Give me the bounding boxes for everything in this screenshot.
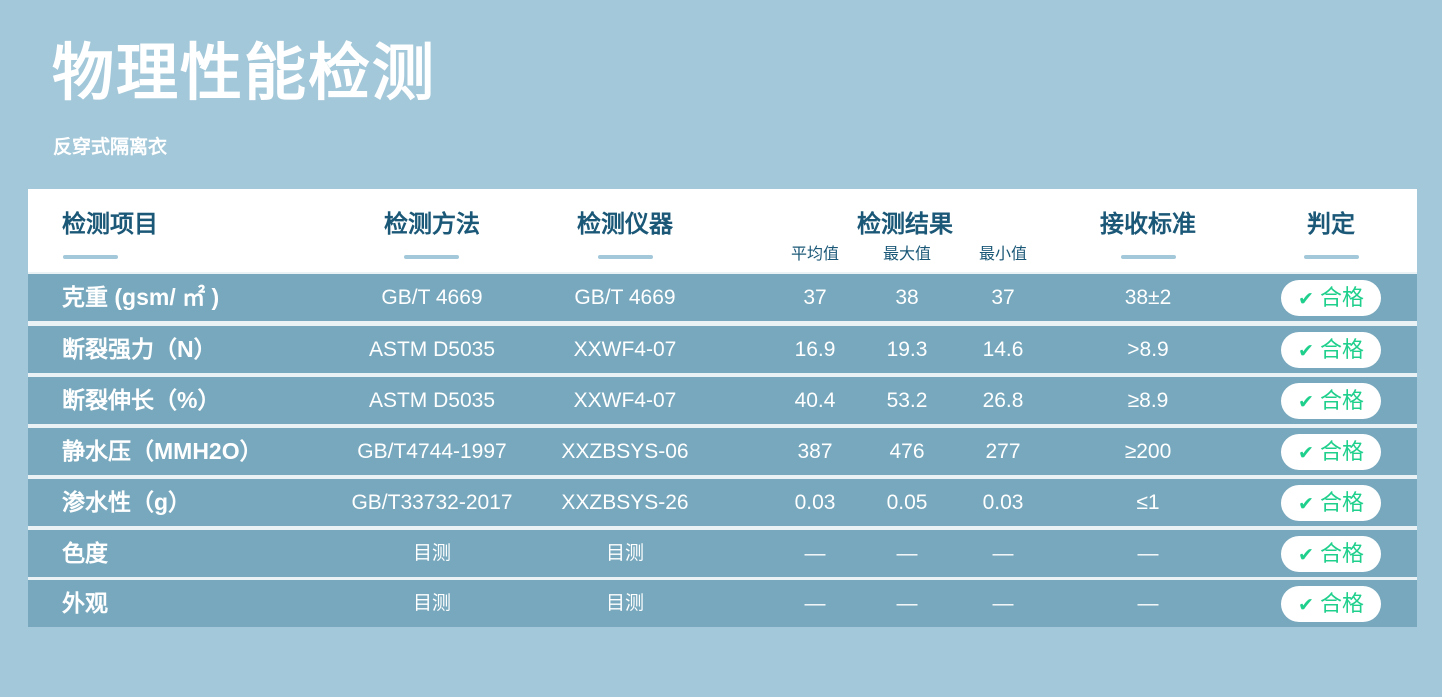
cell-item: 断裂强力（N）: [62, 336, 217, 362]
table-row: 渗水性（g） GB/T33732-2017 XXZBSYS-26 0.03 0.05 0.…: [28, 479, 1417, 526]
cell-avg: 16.9: [794, 338, 836, 361]
verdict-badge: ✔ 合格: [1281, 332, 1381, 368]
header-underline: [404, 255, 459, 259]
cell-max: —: [896, 542, 918, 565]
cell-min: 0.03: [982, 491, 1024, 514]
check-icon: ✔: [1298, 289, 1314, 310]
cell-standard: ≥8.9: [1127, 389, 1169, 412]
cell-avg: 40.4: [794, 389, 836, 412]
header-standard: 接收标准: [1100, 211, 1196, 238]
cell-method: 目测: [412, 593, 451, 614]
cell-standard: —: [1137, 542, 1159, 565]
cell-standard: —: [1137, 592, 1159, 615]
cell-instrument: GB/T 4669: [574, 286, 676, 309]
cell-max: 53.2: [886, 389, 928, 412]
cell-min: —: [992, 542, 1014, 565]
cell-method: ASTM D5035: [368, 338, 496, 361]
cell-min: 14.6: [982, 338, 1024, 361]
cell-instrument: XXWF4-07: [573, 338, 677, 361]
header-result: 检测结果: [857, 211, 953, 238]
cell-standard: >8.9: [1127, 338, 1169, 361]
header-underline: [63, 255, 118, 259]
check-icon: ✔: [1298, 595, 1314, 616]
cell-standard: ≤1: [1136, 491, 1160, 514]
table-row: 断裂伸长（%） ASTM D5035 XXWF4-07 40.4 53.2 26.8 ≥8.…: [28, 377, 1417, 424]
table-row: 外观 目测 目测 — — — — ✔ 合格: [28, 580, 1417, 627]
cell-method: GB/T4744-1997: [357, 440, 507, 463]
cell-method: ASTM D5035: [368, 389, 496, 412]
table-row: 断裂强力（N） ASTM D5035 XXWF4-07 16.9 19.3 14.6 >8.…: [28, 326, 1417, 373]
verdict-label: 合格: [1319, 285, 1364, 310]
verdict-badge: ✔ 合格: [1281, 383, 1381, 419]
header-instrument: 检测仪器: [577, 211, 673, 238]
header-max: 最大值: [882, 246, 931, 263]
verdict-label: 合格: [1319, 490, 1364, 515]
header-method: 检测方法: [384, 211, 480, 238]
cell-item: 渗水性（g）: [62, 489, 192, 515]
header-underline: [1121, 255, 1176, 259]
cell-method: 目测: [412, 543, 451, 564]
header-avg: 平均值: [790, 246, 839, 263]
header-underline: [598, 255, 653, 259]
cell-avg: —: [804, 542, 826, 565]
header-verdict: 判定: [1307, 211, 1355, 238]
cell-instrument: 目测: [605, 593, 644, 614]
verdict-label: 合格: [1319, 541, 1364, 566]
verdict-label: 合格: [1319, 337, 1364, 362]
cell-standard: 38±2: [1124, 286, 1172, 309]
results-table: 检测项目 检测方法 检测仪器 检测结果 平均值 最大值 最小值 接收标准 判定 …: [28, 189, 1417, 627]
cell-method: GB/T 4669: [381, 286, 483, 309]
verdict-label: 合格: [1319, 591, 1364, 616]
cell-instrument: XXZBSYS-06: [561, 440, 689, 463]
cell-min: 26.8: [982, 389, 1024, 412]
table-row: 静水压（MMH2O） GB/T4744-1997 XXZBSYS-06 387 476 2…: [28, 428, 1417, 475]
table-row: 色度 目测 目测 — — — — ✔ 合格: [28, 530, 1417, 577]
verdict-badge: ✔ 合格: [1281, 485, 1381, 521]
cell-max: —: [896, 592, 918, 615]
cell-min: 277: [985, 440, 1021, 463]
check-icon: ✔: [1298, 392, 1314, 413]
cell-min: 37: [991, 286, 1015, 309]
verdict-label: 合格: [1319, 439, 1364, 464]
header-underline: [1304, 255, 1359, 259]
cell-method: GB/T33732-2017: [351, 491, 513, 514]
cell-max: 38: [895, 286, 919, 309]
check-icon: ✔: [1298, 341, 1314, 362]
cell-avg: 37: [803, 286, 827, 309]
cell-instrument: 目测: [605, 543, 644, 564]
table-row: 克重 (gsm/ ㎡ ) GB/T 4669 GB/T 4669 37 38 37 38±2…: [28, 274, 1417, 321]
cell-avg: 387: [797, 440, 833, 463]
verdict-badge: ✔ 合格: [1281, 280, 1381, 316]
cell-item: 断裂伸长（%）: [62, 387, 221, 413]
verdict-badge: ✔ 合格: [1281, 586, 1381, 622]
verdict-badge: ✔ 合格: [1281, 536, 1381, 572]
cell-avg: 0.03: [794, 491, 836, 514]
cell-instrument: XXWF4-07: [573, 389, 677, 412]
check-icon: ✔: [1298, 494, 1314, 515]
check-icon: ✔: [1298, 443, 1314, 464]
cell-max: 476: [889, 440, 925, 463]
cell-item: 色度: [62, 540, 108, 566]
cell-standard: ≥200: [1124, 440, 1172, 463]
check-icon: ✔: [1298, 545, 1314, 566]
page-title: 物理性能检测: [52, 39, 437, 108]
cell-max: 19.3: [886, 338, 928, 361]
header-min: 最小值: [978, 246, 1027, 263]
cell-item: 克重 (gsm/ ㎡ ): [62, 284, 220, 310]
page-subtitle: 反穿式隔离衣: [53, 137, 168, 158]
cell-instrument: XXZBSYS-26: [561, 491, 689, 514]
cell-avg: —: [804, 592, 826, 615]
header-item: 检测项目: [62, 211, 158, 238]
cell-item: 静水压（MMH2O）: [62, 438, 263, 464]
cell-item: 外观: [62, 590, 108, 616]
cell-min: —: [992, 592, 1014, 615]
verdict-badge: ✔ 合格: [1281, 434, 1381, 470]
verdict-label: 合格: [1319, 388, 1364, 413]
table-header: 检测项目 检测方法 检测仪器 检测结果 平均值 最大值 最小值 接收标准 判定: [28, 189, 1417, 272]
cell-max: 0.05: [886, 491, 928, 514]
